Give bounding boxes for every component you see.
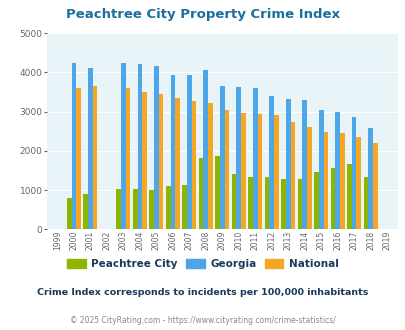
- Bar: [137, 64, 142, 229]
- Bar: [372, 143, 377, 229]
- Bar: [153, 66, 158, 229]
- Text: Crime Index corresponds to incidents per 100,000 inhabitants: Crime Index corresponds to incidents per…: [37, 287, 368, 297]
- Bar: [224, 110, 229, 229]
- Bar: [158, 94, 163, 229]
- Bar: [273, 115, 278, 229]
- Bar: [330, 168, 335, 229]
- Text: © 2025 CityRating.com - https://www.cityrating.com/crime-statistics/: © 2025 CityRating.com - https://www.city…: [70, 315, 335, 325]
- Bar: [236, 87, 241, 229]
- Bar: [264, 177, 269, 229]
- Bar: [281, 180, 285, 229]
- Bar: [313, 172, 318, 229]
- Bar: [132, 189, 137, 229]
- Bar: [231, 174, 236, 229]
- Bar: [182, 184, 187, 229]
- Bar: [339, 133, 344, 229]
- Bar: [142, 91, 147, 229]
- Bar: [191, 101, 196, 229]
- Bar: [149, 190, 153, 229]
- Bar: [335, 112, 339, 229]
- Bar: [252, 87, 257, 229]
- Bar: [248, 177, 252, 229]
- Bar: [76, 87, 81, 229]
- Bar: [306, 127, 311, 229]
- Bar: [351, 116, 356, 229]
- Bar: [88, 68, 92, 229]
- Bar: [92, 85, 97, 229]
- Bar: [323, 132, 327, 229]
- Bar: [71, 63, 76, 229]
- Bar: [175, 98, 179, 229]
- Bar: [170, 76, 175, 229]
- Legend: Peachtree City, Georgia, National: Peachtree City, Georgia, National: [63, 254, 342, 273]
- Bar: [116, 189, 121, 229]
- Bar: [363, 177, 367, 229]
- Bar: [208, 103, 212, 229]
- Bar: [302, 100, 306, 229]
- Bar: [220, 85, 224, 229]
- Bar: [285, 99, 290, 229]
- Bar: [67, 198, 71, 229]
- Bar: [215, 156, 220, 229]
- Bar: [269, 96, 273, 229]
- Bar: [346, 164, 351, 229]
- Bar: [126, 88, 130, 229]
- Bar: [166, 186, 170, 229]
- Bar: [187, 75, 191, 229]
- Bar: [356, 137, 360, 229]
- Bar: [297, 179, 302, 229]
- Bar: [121, 63, 126, 229]
- Bar: [83, 194, 88, 229]
- Bar: [290, 122, 294, 229]
- Bar: [367, 128, 372, 229]
- Bar: [318, 110, 323, 229]
- Bar: [257, 114, 262, 229]
- Bar: [198, 158, 203, 229]
- Bar: [241, 113, 245, 229]
- Bar: [203, 70, 208, 229]
- Text: Peachtree City Property Crime Index: Peachtree City Property Crime Index: [66, 8, 339, 21]
